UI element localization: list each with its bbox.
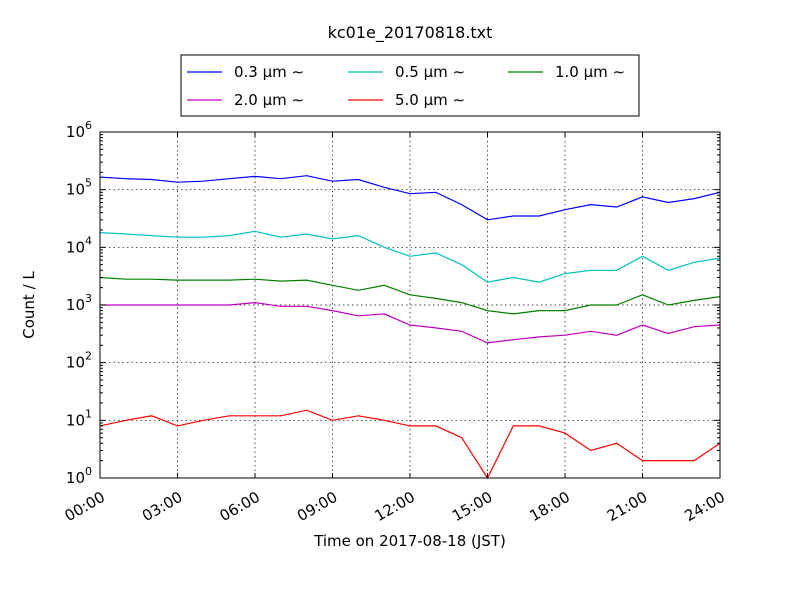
y-tick-label: 101: [66, 407, 92, 429]
legend-label: 1.0 μm ∼: [555, 63, 625, 81]
x-tick-label: 12:00: [372, 488, 418, 525]
y-axis-label: Count / L: [20, 271, 38, 339]
legend: 0.3 μm ∼ 0.5 μm ∼ 1.0 μm ∼ 2.0 μm ∼ 5.0 μm ∼: [180, 54, 640, 117]
x-axis-label: Time on 2017-08-18 (JST): [313, 532, 506, 550]
chart-title: kc01e_20170818.txt: [328, 23, 493, 43]
x-tick-label: 06:00: [217, 488, 263, 525]
series-line-2: [99, 276, 721, 315]
series-line-0: [99, 175, 721, 221]
x-tick-label: 00:00: [62, 488, 108, 525]
x-tick-label: 18:00: [527, 488, 573, 525]
series-line-3: [100, 301, 721, 344]
series-line-1: [99, 230, 721, 283]
x-tick-label: 15:00: [449, 488, 495, 525]
y-tick-label: 105: [66, 177, 92, 199]
y-tick-label: 103: [66, 292, 92, 314]
legend-label: 0.3 μm ∼: [234, 63, 304, 81]
series-lines: [99, 175, 721, 480]
legend-label: 0.5 μm ∼: [395, 63, 465, 81]
x-tick-label: 24:00: [682, 488, 728, 525]
x-tick-label: 21:00: [604, 488, 650, 525]
x-tick-label: 03:00: [139, 488, 185, 525]
y-tick-label: 104: [66, 234, 92, 256]
legend-box: [180, 54, 640, 117]
legend-label: 2.0 μm ∼: [234, 91, 304, 109]
series-line-4: [99, 409, 721, 480]
x-tick-label: 09:00: [294, 488, 340, 525]
ticks: 00:00 03:00 06:00 09:00 12:00 15:00 18:00 21:00…: [62, 119, 728, 525]
y-tick-label: 106: [66, 119, 92, 141]
legend-label: 5.0 μm ∼: [395, 91, 465, 109]
y-tick-label: 102: [66, 350, 92, 372]
y-tick-label: 100: [66, 465, 92, 487]
